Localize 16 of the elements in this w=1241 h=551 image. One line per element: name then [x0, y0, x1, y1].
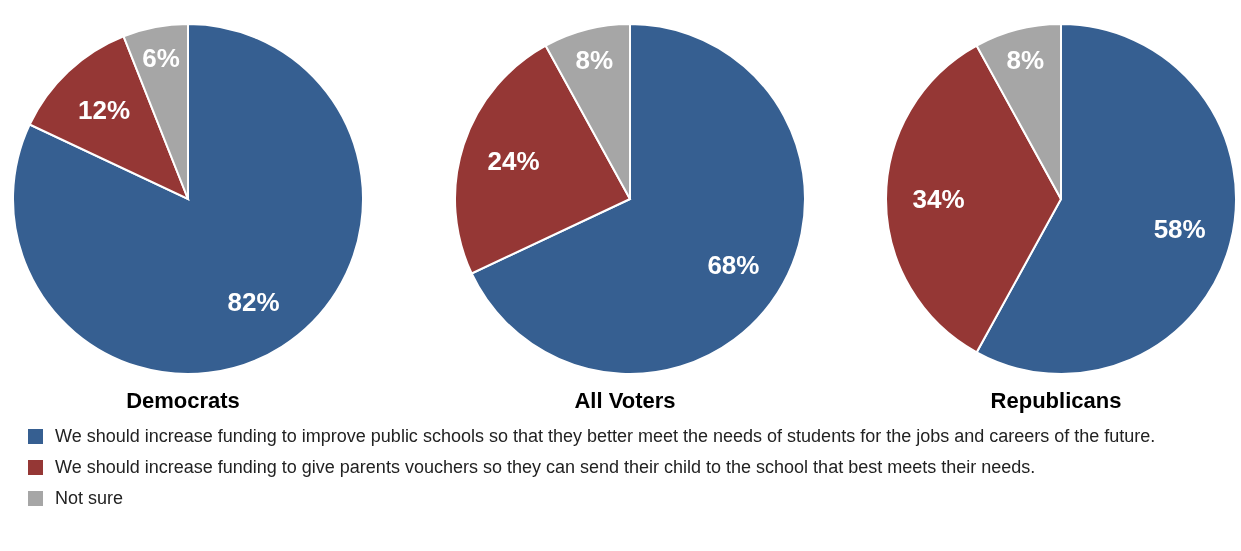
data-label: 8% [575, 45, 614, 76]
data-label: 24% [487, 146, 540, 177]
data-label: 68% [707, 249, 760, 280]
data-label: 6% [142, 43, 180, 74]
legend-label: We should increase funding to improve public schools so that they better meet the needs of students for the jobs and careers of the future. [55, 426, 1156, 447]
data-label: 8% [1006, 45, 1045, 76]
data-label: 12% [78, 94, 131, 125]
data-label: 82% [227, 287, 280, 318]
data-label: 58% [1153, 214, 1206, 245]
data-label: 34% [912, 184, 965, 214]
text: Democrats [125, 388, 241, 414]
legend-label: We should increase funding to give parents vouchers so they can send their child to the school that best meets their needs. [55, 457, 1036, 478]
pie-slice [12, 23, 364, 375]
text: Republicans [989, 388, 1123, 414]
legend-label: Not sure [55, 488, 124, 509]
text: All Voters [573, 388, 677, 414]
